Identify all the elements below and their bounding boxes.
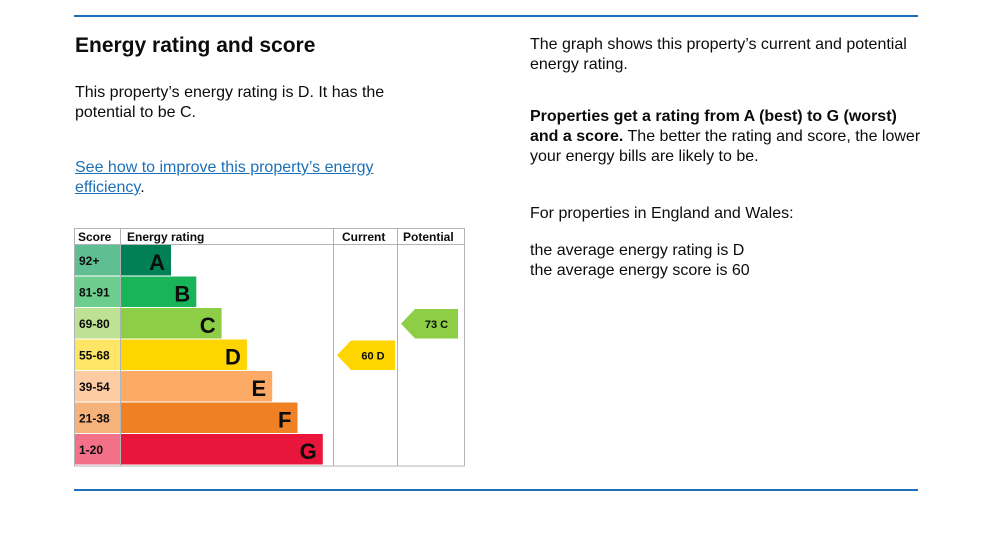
left-column: Energy rating and score This property’s … — [75, 33, 475, 196]
section-heading: Energy rating and score — [75, 34, 316, 57]
score-cell-e — [75, 371, 120, 402]
score-label-b: 81-91 — [79, 286, 110, 300]
score-label-g: 1-20 — [79, 443, 103, 457]
graph-description: The graph shows this property’s current … — [530, 36, 907, 73]
band-letter-a: A — [149, 250, 165, 275]
band-letter-f: F — [278, 408, 291, 433]
column-header-0: Score — [78, 230, 112, 244]
band-letter-c: C — [200, 313, 216, 338]
rating-explainer: Properties get a rating from A (best) to… — [530, 107, 925, 167]
chart-frame — [74, 228, 465, 467]
improve-paragraph: See how to improve this property’s energ… — [75, 158, 435, 198]
score-label-d: 55-68 — [79, 349, 110, 363]
current-rating-label: 60 D — [361, 350, 384, 362]
band-letter-b: B — [174, 282, 190, 307]
score-cell-f — [75, 402, 120, 433]
score-cell-g — [75, 434, 120, 465]
energy-rating-chart: Score Energy rating Current Potential 92+ A 81… — [74, 228, 465, 467]
band-bar-g — [121, 434, 323, 465]
average-rating-text: the average energy rating is D — [530, 242, 745, 259]
score-label-e: 39-54 — [79, 380, 110, 394]
column-header-2: Current — [342, 230, 385, 244]
region-intro: For properties in England and Wales: — [530, 205, 794, 222]
score-label-a: 92+ — [79, 254, 99, 268]
potential-rating-label: 73 C — [425, 319, 448, 331]
rating-explainer-rest: The better the rating and score, the low… — [530, 128, 921, 165]
column-header-3: Potential — [403, 230, 454, 244]
rating-explainer-bold: Properties get a rating from A (best) to… — [530, 108, 897, 145]
current-rating-arrow — [337, 340, 395, 370]
band-bar-c — [121, 308, 222, 339]
band-letter-e: E — [252, 376, 267, 401]
band-bar-e — [121, 371, 273, 402]
improve-efficiency-link[interactable]: See how to improve this property’s energ… — [75, 159, 374, 196]
column-header-1: Energy rating — [127, 230, 204, 244]
average-score-text: the average energy score is 60 — [530, 262, 750, 279]
score-label-c: 69-80 — [79, 317, 110, 331]
bottom-divider — [74, 489, 918, 491]
band-bar-a — [121, 245, 171, 276]
rating-text: This property’s energy rating is D. It h… — [75, 84, 385, 121]
score-cell-c — [75, 308, 120, 339]
band-letter-g: G — [300, 439, 317, 464]
score-cell-a — [75, 245, 120, 276]
top-divider — [74, 15, 918, 17]
band-bar-f — [121, 402, 298, 433]
band-bar-d — [121, 339, 247, 370]
score-cell-b — [75, 276, 120, 307]
score-label-f: 21-38 — [79, 412, 110, 426]
score-cell-d — [75, 339, 120, 370]
potential-rating-arrow — [401, 309, 458, 339]
link-suffix: . — [140, 179, 145, 196]
band-letter-d: D — [225, 345, 241, 370]
band-bar-b — [121, 276, 197, 307]
